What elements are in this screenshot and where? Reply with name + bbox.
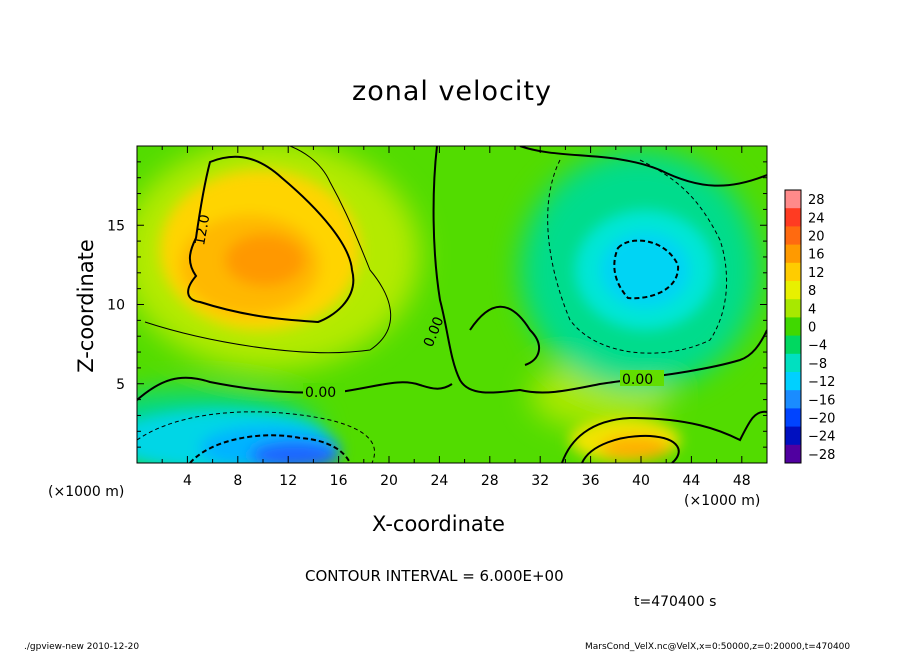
colorbar-label: 0 [808, 321, 816, 336]
contour-neg6-line [137, 411, 376, 463]
colorbar-swatch [785, 190, 801, 209]
x-axis-label: X-coordinate [372, 512, 505, 536]
x-tick-label: 44 [682, 473, 700, 489]
y-tick-label: 5 [116, 377, 125, 393]
colorbar-label: −4 [808, 339, 827, 354]
x-tick-label: 20 [380, 473, 398, 489]
colorbar-swatch [785, 244, 801, 264]
colorbar-swatch [785, 226, 801, 246]
contour-neg12-line [189, 434, 351, 463]
colorbar-label: −20 [808, 412, 835, 427]
x-axis-ticks: 4 8 12 16 20 24 28 32 36 40 44 48 [161, 146, 751, 489]
contour-0-line [469, 305, 540, 366]
colorbar-label: 4 [808, 302, 816, 317]
colorbar-swatch [785, 390, 801, 409]
chart-title: zonal velocity [352, 76, 552, 107]
colorbar: 28 24 20 16 12 8 4 0 −4 −8 −12 −16 −20 −24 −28 [784, 189, 835, 464]
colorbar-label: −28 [808, 448, 835, 463]
contour-label: 12.0 [192, 213, 213, 246]
colorbar-swatch [785, 372, 801, 391]
contour-6-line [144, 146, 392, 354]
colorbar-swatch [785, 353, 801, 373]
colorbar-label: −24 [808, 430, 835, 445]
colorbar-swatch [785, 299, 801, 318]
x-tick-label: 4 [183, 473, 192, 489]
x-tick-label: 28 [481, 473, 499, 489]
x-unit-label-left: (×1000 m) [48, 484, 125, 500]
colorbar-swatch [785, 262, 801, 282]
x-tick-label: 24 [430, 473, 448, 489]
colorbar-swatch [785, 281, 801, 300]
footer-right: MarsCond_VelX.nc@VelX,x=0:50000,z=0:2000… [585, 642, 851, 652]
heatmap-field [137, 146, 767, 463]
contour-0-line [561, 410, 767, 463]
y-tick-label: 15 [107, 218, 125, 234]
x-tick-label: 40 [632, 473, 650, 489]
colorbar-swatch [785, 317, 801, 337]
colorbar-label: −12 [808, 375, 835, 390]
contour-0-line [432, 146, 767, 394]
time-stamp: t=470400 s [634, 594, 717, 610]
y-axis-ticks: 5 10 15 [107, 161, 767, 448]
contour-12-line [187, 155, 355, 324]
colorbar-label: 28 [808, 193, 825, 208]
x-tick-label: 48 [733, 473, 751, 489]
colorbar-label: −16 [808, 393, 835, 408]
colorbar-label: 24 [808, 211, 825, 226]
x-tick-label: 36 [582, 473, 600, 489]
contour-0-line [519, 146, 767, 187]
contour-label: 0.00 [622, 372, 653, 388]
contour-label: 0.00 [305, 385, 336, 401]
contour-neg6-line [547, 159, 727, 354]
x-tick-label: 32 [531, 473, 549, 489]
colorbar-swatch [785, 335, 801, 355]
y-tick-label: 10 [107, 298, 125, 314]
colorbar-swatch [785, 208, 801, 227]
colorbar-label: 8 [808, 284, 816, 299]
colorbar-frame [784, 189, 802, 464]
x-tick-label: 12 [279, 473, 297, 489]
x-tick-label: 16 [330, 473, 348, 489]
contour-interval-note: CONTOUR INTERVAL = 6.000E+00 [305, 567, 564, 585]
colorbar-label: 16 [808, 248, 825, 263]
colorbar-swatch [785, 408, 801, 428]
contour-neg12-line [613, 239, 680, 300]
contour-12-line [581, 434, 680, 463]
footer-left: ./gpview-new 2010-12-20 [24, 642, 140, 652]
x-unit-label-right: (×1000 m) [684, 493, 761, 509]
colorbar-swatch [785, 426, 801, 446]
colorbar-swatch [785, 444, 801, 464]
colorbar-label: −8 [808, 357, 827, 372]
colorbar-label: 12 [808, 266, 825, 281]
x-tick-label: 8 [233, 473, 242, 489]
colorbar-label: 20 [808, 230, 825, 245]
